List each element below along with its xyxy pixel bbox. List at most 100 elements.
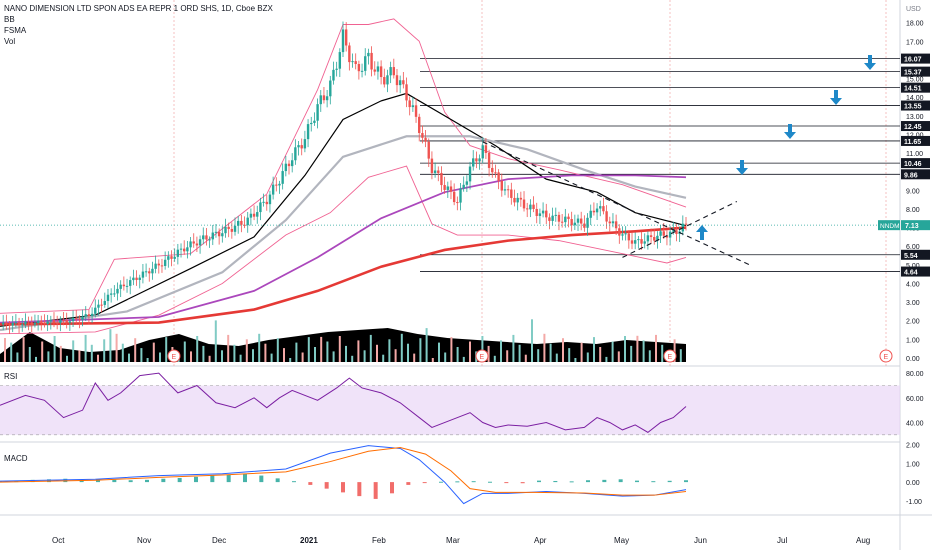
volume-bar: [190, 351, 192, 362]
macd-histogram-bar: [275, 478, 280, 483]
volume-bar: [307, 337, 310, 362]
candle-body: [103, 301, 107, 305]
macd-histogram-bar: [210, 475, 215, 483]
candle-body: [46, 321, 49, 324]
candle-body: [154, 263, 157, 269]
time-axis-label: Dec: [212, 536, 226, 545]
candle-body: [27, 321, 30, 323]
candle-body: [624, 233, 627, 235]
candle-body: [329, 80, 332, 97]
candle-body: [33, 323, 37, 325]
candle-body: [217, 231, 221, 237]
volume-bar: [531, 319, 533, 362]
legend-panel: NANO DIMENSION LTD SPON ADS EA REPR 1 OR…: [4, 3, 273, 47]
volume-bar: [283, 348, 285, 362]
candle-body: [52, 320, 56, 323]
candle-body: [341, 29, 345, 53]
candle-body: [14, 322, 18, 324]
price-tick-label: 11.00: [906, 151, 923, 158]
macd-histogram-bar: [112, 479, 117, 483]
volume-bar: [400, 333, 403, 362]
macd-histogram-bar: [292, 481, 296, 483]
candle-body: [90, 313, 94, 317]
volume-bar: [450, 337, 453, 362]
rsi-line: [0, 372, 687, 433]
volume-bar: [78, 350, 81, 362]
candle-body: [129, 280, 132, 286]
candle-body: [364, 56, 367, 71]
price-tick-label: 18.00: [906, 21, 924, 28]
candle-body: [592, 210, 596, 213]
rsi-pane-label: RSI: [4, 372, 18, 381]
candle-body: [271, 184, 275, 195]
candle-body: [672, 230, 675, 232]
indicator-fsma[interactable]: FSMA: [4, 26, 27, 35]
volume-bar: [332, 351, 335, 362]
candle-body: [433, 170, 437, 174]
volume-bar: [382, 354, 385, 362]
volume-bar: [506, 350, 509, 362]
volume-bar: [103, 339, 106, 362]
candle-body: [586, 217, 589, 228]
volume-bar: [642, 340, 645, 362]
price-tick-label: 5.00: [906, 263, 920, 270]
level-price-tag: [901, 53, 930, 64]
candle-body: [484, 145, 488, 153]
volume-bar: [518, 344, 521, 362]
candle-body: [141, 271, 145, 278]
candle-body: [405, 84, 408, 101]
candle-body: [55, 322, 59, 324]
target-arrow-down-icon: [864, 55, 876, 70]
candle-body: [478, 158, 481, 162]
volume-bar: [500, 340, 502, 362]
candle-body: [316, 104, 319, 121]
candle-body: [684, 223, 688, 225]
candle-body: [246, 217, 249, 226]
level-price-label: 11.65: [904, 139, 921, 146]
candle-body: [268, 194, 272, 205]
candle-body: [100, 304, 103, 306]
candle-body: [548, 217, 551, 221]
volume-area: [0, 328, 686, 362]
rsi-tick-label: 60.00: [906, 396, 924, 403]
volume-bar: [109, 329, 112, 362]
ma-line: [0, 174, 687, 324]
price-tick-label: 14.00: [906, 95, 924, 102]
candle-body: [421, 133, 424, 138]
candle-body: [633, 240, 637, 244]
candle-body: [452, 191, 456, 203]
candle-body: [148, 271, 151, 274]
candle-body: [230, 228, 234, 232]
candle-body: [424, 137, 427, 142]
volume-bar: [239, 354, 242, 362]
indicator-bb[interactable]: BB: [4, 15, 15, 24]
candle-body: [583, 223, 586, 228]
candle-body: [545, 210, 548, 218]
candle-body: [227, 226, 230, 229]
volume-bar: [661, 344, 664, 362]
candle-body: [1, 322, 5, 325]
candle-body: [122, 284, 126, 287]
candle-body: [135, 277, 138, 280]
time-axis-label: Mar: [446, 536, 460, 545]
candle-body: [243, 224, 246, 226]
indicator-vol[interactable]: Vol: [4, 37, 16, 46]
volume-bar: [258, 333, 261, 362]
volume-bar: [345, 345, 347, 362]
candle-body: [573, 222, 577, 226]
candle-body: [94, 307, 97, 314]
candle-body: [211, 232, 214, 240]
macd-histogram-bar: [553, 480, 558, 483]
candle-body: [637, 239, 640, 241]
candle-body: [97, 304, 100, 308]
earnings-marker-label: E: [884, 354, 889, 361]
earnings-marker-label: E: [668, 354, 673, 361]
volume-bar: [419, 338, 422, 362]
candle-body: [49, 320, 53, 322]
earnings-marker: [663, 349, 677, 363]
candle-body: [665, 235, 669, 238]
candle-body: [487, 152, 491, 168]
earnings-marker: [167, 349, 181, 363]
